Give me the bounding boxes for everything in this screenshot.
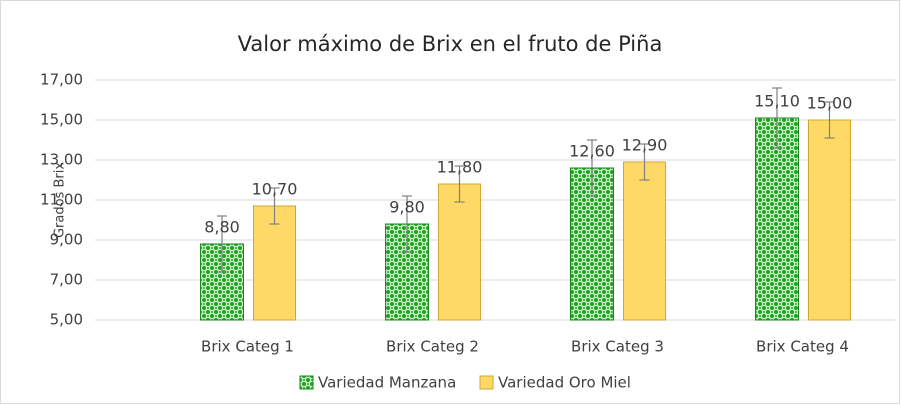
y-tick-label: 15,00 bbox=[40, 111, 83, 129]
data-label: 12,60 bbox=[569, 142, 615, 161]
error-bar bbox=[824, 101, 835, 139]
error-bar bbox=[772, 87, 782, 149]
x-tick-label: Brix Categ 3 bbox=[571, 338, 664, 356]
y-tick-label: 5,00 bbox=[50, 311, 83, 329]
error-bar bbox=[639, 143, 650, 181]
x-tick-label: Brix Categ 2 bbox=[386, 338, 479, 356]
data-label: 15,10 bbox=[754, 92, 800, 111]
y-tick-label: 13,00 bbox=[40, 151, 83, 169]
bar bbox=[200, 243, 244, 321]
error-bar bbox=[269, 187, 280, 225]
error-bar bbox=[454, 165, 465, 203]
data-label: 12,90 bbox=[622, 136, 668, 155]
legend-swatch bbox=[479, 375, 494, 390]
bar bbox=[438, 183, 481, 321]
y-tick-label: 9,00 bbox=[50, 231, 83, 249]
bar bbox=[623, 161, 666, 321]
chart-title: Valor máximo de Brix en el fruto de Piña bbox=[238, 32, 663, 56]
y-tick-label: 17,00 bbox=[40, 71, 83, 89]
x-tick-label: Brix Categ 4 bbox=[756, 338, 849, 356]
legend-swatch bbox=[299, 375, 314, 390]
bar bbox=[755, 117, 799, 321]
data-label: 9,80 bbox=[389, 198, 425, 217]
error-bar bbox=[402, 195, 412, 253]
y-axis-label: Grados Brix bbox=[53, 162, 68, 238]
error-bar bbox=[217, 215, 227, 273]
y-tick-label: 7,00 bbox=[50, 271, 83, 289]
data-label: 8,80 bbox=[204, 218, 240, 237]
legend-label: Variedad Manzana bbox=[318, 374, 456, 392]
error-bar bbox=[587, 139, 597, 197]
legend-label: Variedad Oro Miel bbox=[498, 374, 631, 392]
data-label: 15,00 bbox=[807, 94, 853, 113]
data-label: 11,80 bbox=[437, 158, 483, 177]
x-tick-label: Brix Categ 1 bbox=[201, 338, 294, 356]
y-tick-label: 11,00 bbox=[40, 191, 83, 209]
bar bbox=[808, 119, 851, 321]
bar bbox=[253, 205, 296, 321]
data-label: 10,70 bbox=[252, 180, 298, 199]
